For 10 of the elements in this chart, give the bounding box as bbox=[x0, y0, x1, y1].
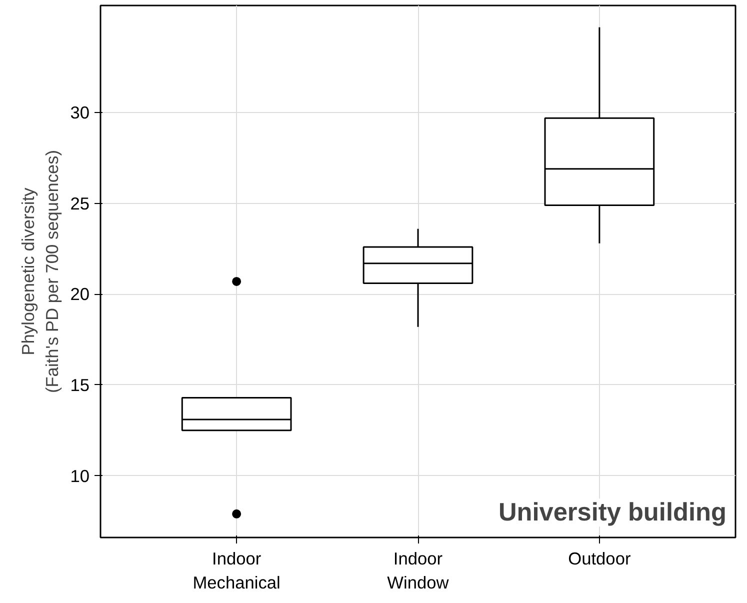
y-tick-label: 15 bbox=[70, 374, 90, 395]
annotation: University building bbox=[498, 498, 726, 527]
x-tick-label: Indoor Window bbox=[387, 548, 450, 592]
y-tick-label: 20 bbox=[70, 284, 90, 304]
y-axis-title: Phylogenetic diversity (Faith's PD per 700 sequences) bbox=[18, 150, 62, 394]
y-tick-label: 25 bbox=[70, 193, 90, 214]
y-tick-label: 10 bbox=[70, 466, 90, 486]
x-tick-label: Outdoor bbox=[568, 548, 631, 568]
x-tick-label: Indoor Mechanical bbox=[192, 548, 280, 592]
y-tick-label: 30 bbox=[70, 102, 90, 123]
